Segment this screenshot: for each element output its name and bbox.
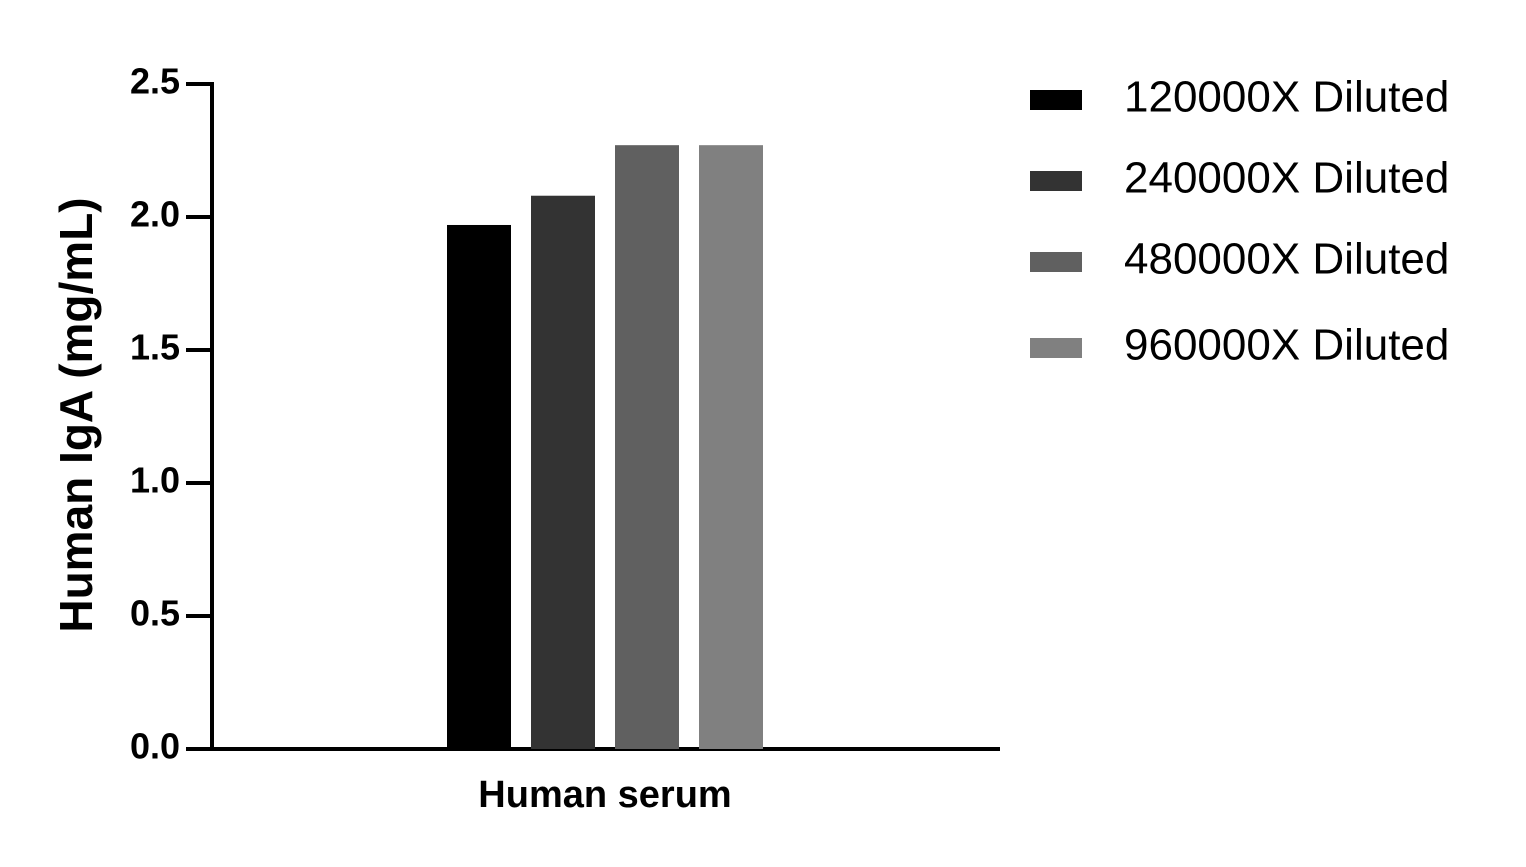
bar [531, 195, 595, 750]
y-axis-label: Human IgA (mg/mL) [50, 197, 102, 632]
y-tick-label: 0.0 [130, 726, 180, 767]
y-tick-label: 2.5 [130, 61, 180, 102]
legend-label: 480000X Diluted [1124, 235, 1449, 284]
legend-swatch [1030, 90, 1082, 110]
bar [447, 224, 511, 750]
legend-swatch [1030, 338, 1082, 358]
y-tick-label: 0.5 [130, 593, 180, 634]
legend-label: 240000X Diluted [1124, 154, 1449, 203]
legend-label: 960000X Diluted [1124, 321, 1449, 370]
legend-label: 120000X Diluted [1124, 73, 1449, 122]
legend-swatch [1030, 252, 1082, 272]
y-tick-label: 1.5 [130, 327, 180, 368]
bar [615, 145, 679, 749]
y-tick-label: 2.0 [130, 194, 180, 235]
x-tick-label: Human serum [478, 774, 731, 816]
legend-swatch [1030, 171, 1082, 191]
y-tick-label: 1.0 [130, 460, 180, 501]
bar [699, 145, 763, 749]
